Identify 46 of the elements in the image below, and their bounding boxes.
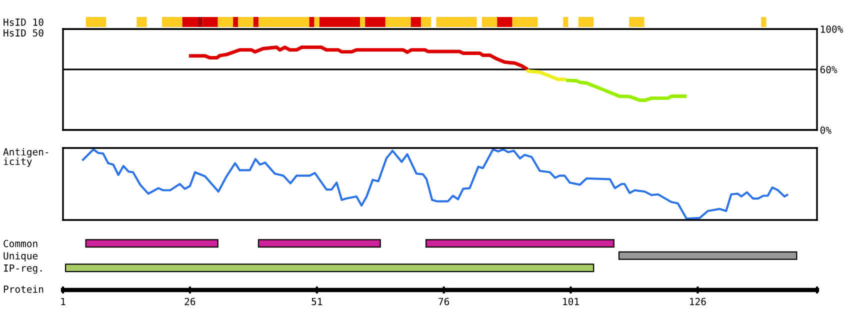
bar: [578, 17, 594, 27]
bar: [202, 17, 218, 27]
line-series: [526, 68, 568, 82]
line-series: [187, 46, 530, 72]
bar: [761, 17, 766, 27]
bar: [482, 17, 498, 27]
y-tick-label: 0%: [820, 126, 832, 134]
bar: [182, 17, 198, 27]
y-tick-label: IP-reg.: [4, 264, 42, 274]
bar: [136, 17, 147, 27]
bar: [238, 17, 254, 27]
bar: [253, 17, 258, 27]
bar: [319, 17, 360, 27]
bar: [563, 17, 568, 27]
x-tick-label: 26: [184, 298, 196, 306]
y-axis-title: Antigen- icity: [3, 148, 48, 167]
bar: [218, 17, 234, 27]
y-tick-label: 60%: [820, 66, 838, 74]
bar: [629, 17, 644, 27]
bar: [385, 17, 411, 27]
bar: [365, 17, 386, 27]
bar: [360, 17, 366, 27]
bar: [86, 17, 106, 27]
bar: [233, 17, 238, 27]
x-tick-label: 76: [438, 298, 450, 306]
bar: [162, 17, 182, 27]
bar: [497, 17, 512, 27]
x-tick-label: 51: [312, 298, 322, 306]
x-axis-title: Protein: [4, 285, 44, 293]
bar: [309, 17, 314, 27]
y-tick-label: HsID 10: [4, 18, 44, 26]
bar: [420, 17, 432, 27]
x-tick-label: 1: [61, 298, 66, 306]
y-axis-title: HsID 50: [4, 29, 44, 37]
y-tick-label: Unique: [4, 252, 38, 262]
bar: [410, 17, 421, 27]
bar: [436, 17, 477, 27]
line-series: [564, 78, 688, 102]
y-tick-label: Common: [4, 240, 38, 248]
x-tick-label: 126: [690, 298, 706, 306]
y-tick-label: 100%: [820, 26, 844, 33]
bar: [512, 17, 538, 27]
bar: [258, 17, 310, 27]
bar: [314, 17, 320, 27]
x-tick-label: 101: [563, 298, 579, 306]
bar: [198, 17, 203, 27]
